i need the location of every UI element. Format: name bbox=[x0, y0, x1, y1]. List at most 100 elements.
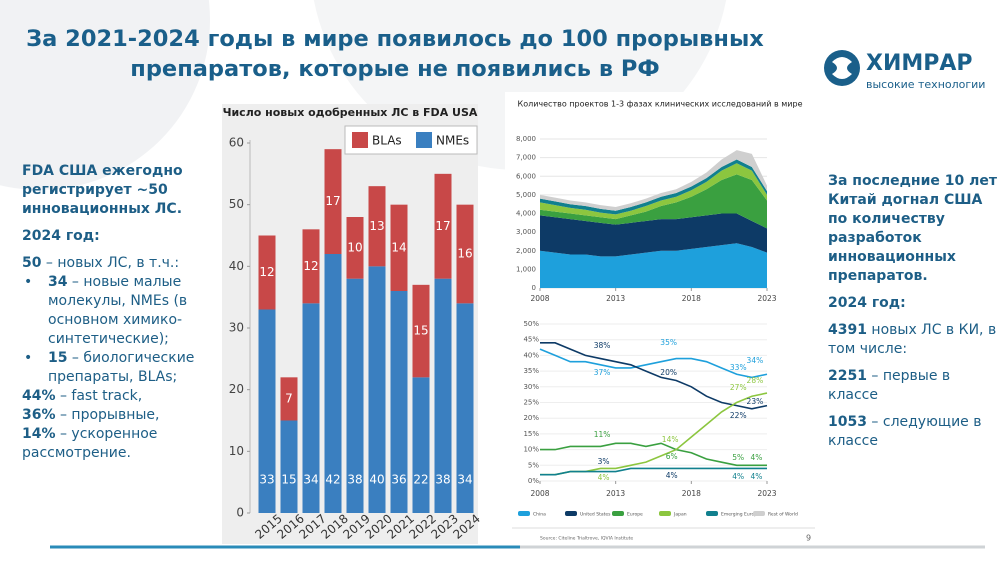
bar-segment bbox=[368, 266, 386, 513]
legend-label: Emerging Europe bbox=[721, 512, 760, 518]
y-tick-label: 30% bbox=[523, 383, 539, 391]
title-line: За 2021-2024 годы в мире появилось до 10… bbox=[26, 26, 764, 52]
y-tick-label: 2,000 bbox=[516, 247, 536, 255]
text-paragraph: 4391 новых ЛС в КИ, в том числе: bbox=[828, 321, 1000, 359]
text-normal: – новых ЛС, в т.ч.: bbox=[41, 255, 180, 271]
area-layer bbox=[540, 163, 767, 220]
text-paragraph: 44% – fast track, bbox=[22, 387, 214, 406]
area-layer bbox=[540, 243, 767, 288]
bar-segment bbox=[280, 420, 298, 513]
bar-segment bbox=[346, 217, 364, 279]
chart-title: Число новых одобренных ЛС в FDA USA bbox=[223, 106, 478, 119]
annotation: 5% bbox=[732, 453, 744, 462]
data-label: 12 bbox=[259, 265, 274, 279]
y-tick-label: 25% bbox=[523, 399, 539, 407]
x-tick-label: 2013 bbox=[606, 294, 625, 303]
text-paragraph: FDA США ежегодно регистрирует ~50 иннова… bbox=[22, 162, 214, 219]
text-normal: – новые малые молекулы, NMEs (в основном… bbox=[48, 274, 188, 347]
bar-segment bbox=[434, 173, 452, 279]
text-normal: – первые в классе bbox=[828, 368, 951, 403]
text-bold: 34 bbox=[48, 274, 68, 290]
text-bold: 50 bbox=[22, 255, 42, 271]
bar-segment bbox=[324, 254, 342, 513]
logo-swirl bbox=[832, 57, 852, 79]
text-paragraph: 1053 – следующие в классе bbox=[828, 413, 1000, 451]
annotation: 28% bbox=[747, 376, 764, 385]
area-layer bbox=[540, 174, 767, 229]
y-tick-label: 7,000 bbox=[516, 154, 536, 162]
bar-segment bbox=[456, 204, 474, 304]
data-label: 22 bbox=[413, 473, 428, 487]
annotation: 4% bbox=[750, 472, 762, 481]
annotation: 11% bbox=[594, 430, 611, 439]
text-normal: – биологические препараты, BLAs; bbox=[48, 350, 195, 385]
y-tick-label: 4,000 bbox=[516, 210, 536, 218]
bar-segment bbox=[302, 229, 320, 304]
x-tick-label: 2023 bbox=[757, 294, 776, 303]
data-label: 38 bbox=[347, 473, 362, 487]
legend-label: China bbox=[533, 512, 546, 518]
legend-label: Europe bbox=[627, 512, 643, 518]
text-bold: FDA США ежегодно регистрирует ~50 иннова… bbox=[22, 163, 183, 217]
source-note: Source: Citeline Trialtrove, IQVIA Insti… bbox=[540, 536, 633, 542]
text-bold: 15 bbox=[48, 350, 68, 366]
x-tick-label: 2023 bbox=[757, 489, 776, 498]
y-tick-label: 10% bbox=[523, 446, 539, 454]
annotation: 27% bbox=[730, 383, 747, 392]
y-tick-label: 10 bbox=[229, 444, 244, 458]
y-tick-label: 5% bbox=[528, 461, 539, 469]
legend-swatch bbox=[352, 132, 368, 148]
data-label: 33 bbox=[259, 473, 274, 487]
data-label: 15 bbox=[413, 324, 428, 338]
right-text: За последние 10 лет Китай догнал США по … bbox=[828, 172, 1000, 459]
legend-label: United States bbox=[580, 512, 611, 518]
annotation: 23% bbox=[747, 397, 764, 406]
bar-segment bbox=[456, 303, 474, 513]
annotation: 6% bbox=[666, 452, 678, 461]
text-bold: 36% bbox=[22, 407, 56, 423]
data-label: 42 bbox=[325, 473, 340, 487]
y-tick-label: 0 bbox=[532, 284, 536, 292]
bar-segment bbox=[258, 309, 276, 513]
decor-circle bbox=[0, 0, 210, 190]
text-paragraph: 15 – биологические препараты, BLAs; bbox=[22, 349, 214, 387]
y-tick-label: 0 bbox=[236, 506, 244, 520]
text-normal: – прорывные, bbox=[55, 407, 160, 423]
y-tick-label: 40 bbox=[229, 259, 244, 273]
text-bold: 2024 год: bbox=[22, 228, 100, 244]
data-label: 10 bbox=[347, 240, 362, 254]
text-paragraph: 14% – ускоренное рассмотрение. bbox=[22, 425, 214, 463]
chart-title: Количество проектов 1-3 фазах клинически… bbox=[518, 100, 803, 109]
bar-segment bbox=[346, 278, 364, 513]
y-tick-label: 5,000 bbox=[516, 191, 536, 199]
x-tick-label: 2018 bbox=[682, 294, 701, 303]
logo-tagline: высокие технологии bbox=[866, 78, 985, 91]
x-tick-label: 2008 bbox=[530, 294, 549, 303]
data-label: 13 bbox=[369, 219, 384, 233]
text-normal: – fast track, bbox=[55, 388, 143, 404]
bar-segment bbox=[412, 377, 430, 513]
text-bold: 2251 bbox=[828, 368, 867, 384]
text-bold: 14% bbox=[22, 426, 56, 442]
data-label: 34 bbox=[457, 473, 472, 487]
area-layer bbox=[540, 159, 767, 215]
y-tick-label: 40% bbox=[523, 351, 539, 359]
bar-segment bbox=[390, 291, 408, 513]
text-bold: За последние 10 лет Китай догнал США по … bbox=[828, 173, 997, 284]
text-normal: – следующие в классе bbox=[828, 414, 982, 449]
legend-swatch bbox=[518, 511, 530, 516]
legend-swatch bbox=[565, 511, 577, 516]
logo-name: ХИМРАР bbox=[866, 51, 973, 76]
legend-swatch bbox=[612, 511, 624, 516]
annotation: 14% bbox=[662, 435, 679, 444]
line-series bbox=[540, 342, 768, 410]
y-tick-label: 0% bbox=[528, 477, 539, 485]
x-tick-label: 2018 bbox=[682, 489, 701, 498]
annotation: 20% bbox=[660, 368, 677, 377]
y-tick-label: 60 bbox=[229, 136, 244, 150]
data-label: 36 bbox=[391, 473, 406, 487]
legend-label: NMEs bbox=[436, 134, 469, 148]
bar-segment bbox=[434, 278, 452, 513]
line-series bbox=[539, 348, 768, 379]
title-line: препаратов, которые не появились в РФ bbox=[130, 56, 660, 82]
